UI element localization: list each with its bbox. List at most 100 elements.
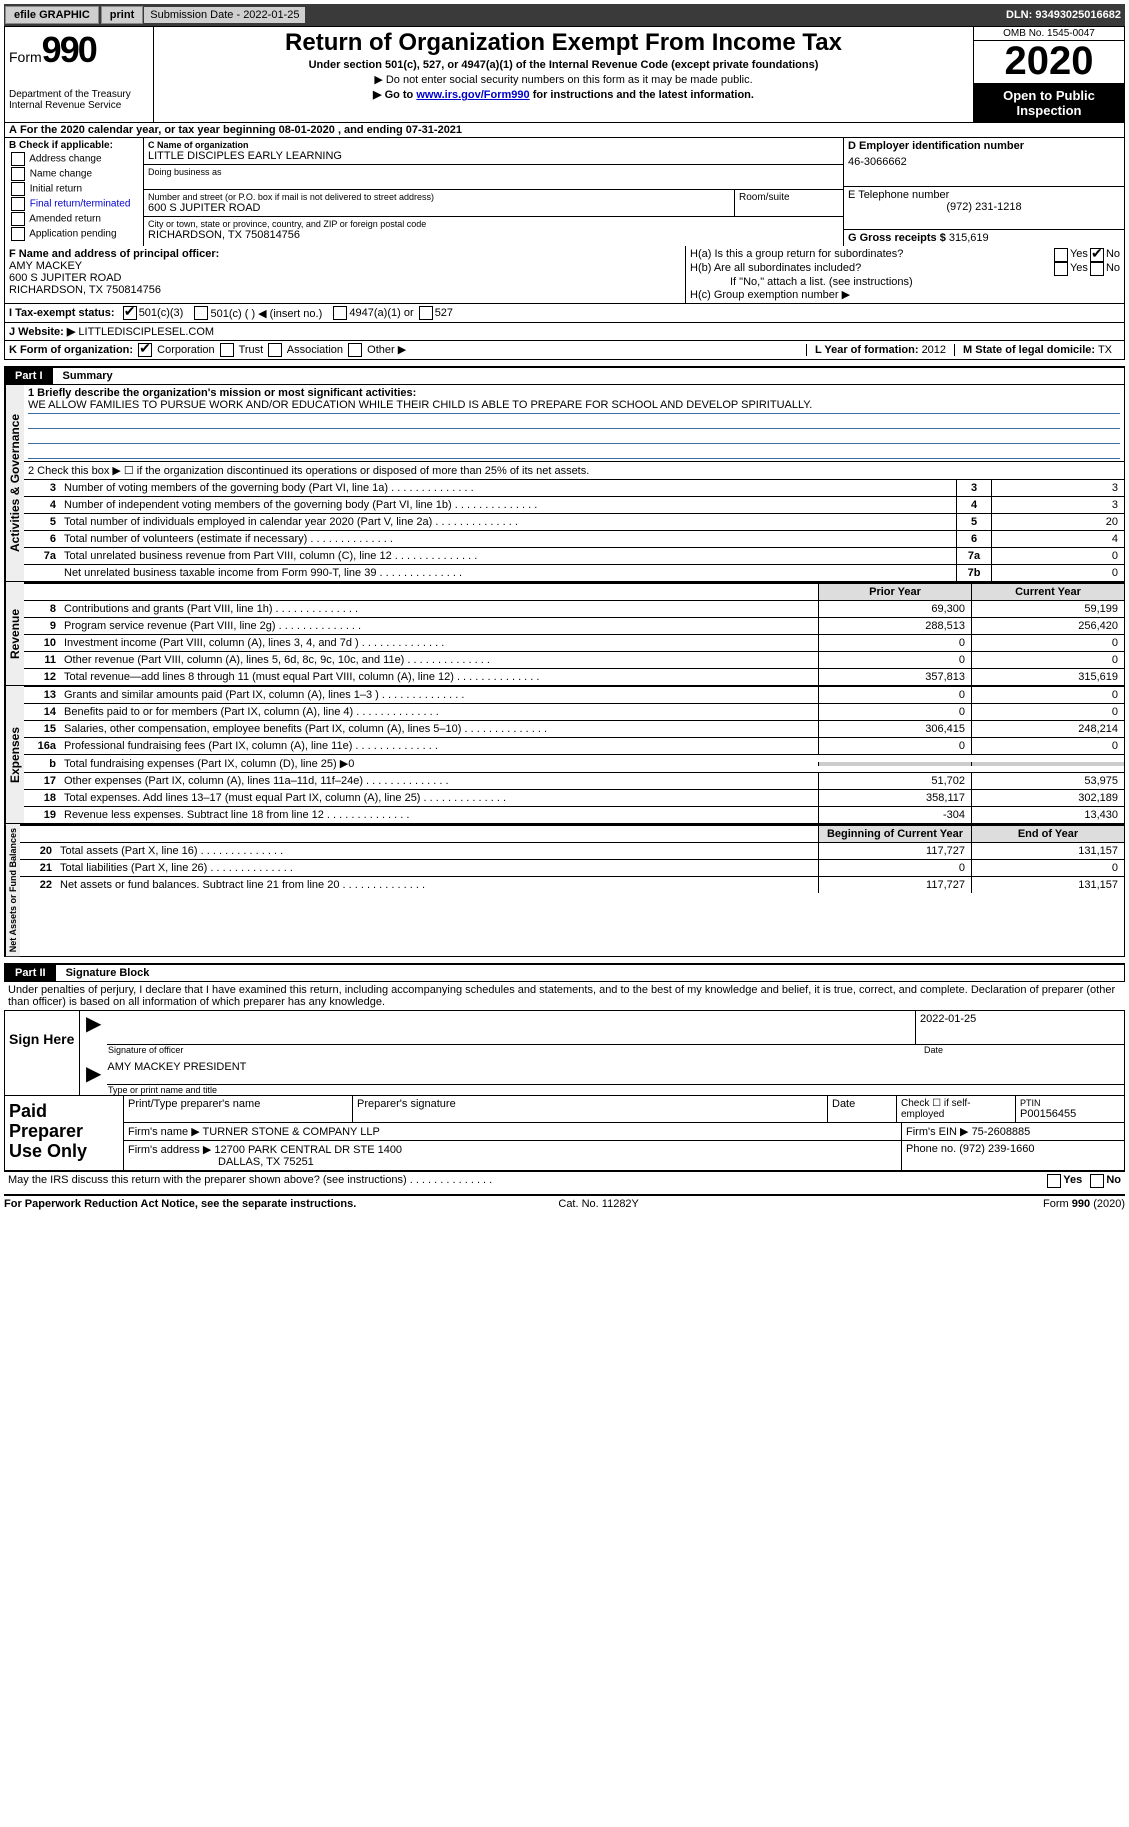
firm-phone-label: Phone no.: [906, 1143, 956, 1155]
dln-label: DLN:: [1006, 9, 1035, 21]
part1-title: Summary: [53, 370, 113, 382]
officer-addr1: 600 S JUPITER ROAD: [9, 272, 681, 284]
street-address: 600 S JUPITER ROAD: [148, 202, 730, 214]
ptin-value: P00156455: [1020, 1108, 1120, 1120]
officer-name: AMY MACKEY: [9, 260, 681, 272]
part1-bar: Part I Summary: [4, 366, 1125, 385]
year-formed-label: L Year of formation:: [815, 344, 919, 356]
efile-button[interactable]: efile GRAPHIC: [5, 6, 99, 24]
revenue-row: 8Contributions and grants (Part VIII, li…: [24, 600, 1124, 617]
tax-year: 2020: [974, 41, 1124, 84]
expense-row: 19Revenue less expenses. Subtract line 1…: [24, 806, 1124, 823]
part2-bar: Part II Signature Block: [4, 963, 1125, 982]
cb-pending[interactable]: Application pending: [9, 227, 139, 241]
ha-no[interactable]: [1090, 248, 1104, 262]
cb-other[interactable]: [348, 343, 362, 357]
cb-501c3[interactable]: [123, 306, 137, 320]
city-label: City or town, state or province, country…: [148, 219, 839, 229]
sign-block: Sign Here ▶ 2022-01-25 Signature of offi…: [4, 1010, 1125, 1096]
col-right: D Employer identification number 46-3066…: [844, 138, 1124, 246]
firm-addr1: 12700 PARK CENTRAL DR STE 1400: [214, 1144, 402, 1156]
paid-preparer-block: Paid Preparer Use Only Print/Type prepar…: [4, 1096, 1125, 1171]
cb-final-return[interactable]: Final return/terminated: [9, 197, 139, 211]
name-title-label: Type or print name and title: [108, 1085, 217, 1095]
form-header: Form990 Department of the TreasuryIntern…: [4, 26, 1125, 123]
expenses-section: Expenses 13Grants and similar amounts pa…: [4, 686, 1125, 824]
sign-here-label: Sign Here: [5, 1011, 79, 1095]
cb-527[interactable]: [419, 306, 433, 320]
expense-row: 17Other expenses (Part IX, column (A), l…: [24, 772, 1124, 789]
form-label: Form: [9, 49, 42, 65]
expense-row: 15Salaries, other compensation, employee…: [24, 720, 1124, 737]
netassets-row: 20Total assets (Part X, line 16)117,7271…: [20, 842, 1124, 859]
firm-addr2: DALLAS, TX 75251: [218, 1156, 314, 1168]
discuss-label: May the IRS discuss this return with the…: [8, 1174, 407, 1186]
cb-amended[interactable]: Amended return: [9, 212, 139, 226]
submission-date: Submission Date - 2022-01-25: [144, 7, 305, 23]
gross-label: G Gross receipts $: [848, 232, 946, 244]
hdr-prior-year: Prior Year: [818, 584, 971, 600]
hb-yes[interactable]: [1054, 262, 1068, 276]
discuss-no[interactable]: [1090, 1174, 1104, 1188]
addr-cell: Number and street (or P.O. box if mail i…: [144, 190, 735, 216]
ha-label: H(a) Is this a group return for subordin…: [690, 248, 1052, 262]
vtab-revenue: Revenue: [5, 582, 24, 685]
part1-hdr: Part I: [5, 368, 53, 384]
cb-501c[interactable]: [194, 306, 208, 320]
expense-row: 16aProfessional fundraising fees (Part I…: [24, 737, 1124, 754]
block-b-to-h: B Check if applicable: Address change Na…: [4, 138, 1125, 246]
sign-date: 2022-01-25: [916, 1011, 1124, 1045]
website-value: LITTLEDISCIPLESEL.COM: [78, 326, 214, 338]
h-note: If "No," attach a list. (see instruction…: [690, 276, 1120, 288]
submission-value: 2022-01-25: [243, 9, 299, 21]
revenue-row: 10Investment income (Part VIII, column (…: [24, 634, 1124, 651]
phone-value: (972) 231-1218: [848, 201, 1120, 213]
row-k: K Form of organization: Corporation Trus…: [4, 341, 1125, 360]
governance-section: Activities & Governance 1 Briefly descri…: [4, 385, 1125, 582]
cb-name-change[interactable]: Name change: [9, 167, 139, 181]
dln-value: 93493025016682: [1035, 9, 1121, 21]
col-b: B Check if applicable: Address change Na…: [5, 138, 144, 246]
hb-no[interactable]: [1090, 262, 1104, 276]
discuss-row: May the IRS discuss this return with the…: [4, 1171, 1125, 1190]
room-label: Room/suite: [735, 190, 843, 216]
cb-corp[interactable]: [138, 343, 152, 357]
cb-trust[interactable]: [220, 343, 234, 357]
cb-assoc[interactable]: [268, 343, 282, 357]
date-label: Date: [924, 1045, 1124, 1055]
expense-row: 13Grants and similar amounts paid (Part …: [24, 686, 1124, 703]
footer-mid: Cat. No. 11282Y: [558, 1198, 639, 1210]
gov-row: 6Total number of volunteers (estimate if…: [24, 530, 1124, 547]
expense-row: bTotal fundraising expenses (Part IX, co…: [24, 754, 1124, 772]
gov-row: 4Number of independent voting members of…: [24, 496, 1124, 513]
officer-label: F Name and address of principal officer:: [9, 248, 681, 260]
vtab-netassets: Net Assets or Fund Balances: [5, 824, 20, 956]
self-employed-label: Check ☐ if self-employed: [897, 1096, 1016, 1122]
cb-address-change[interactable]: Address change: [9, 152, 139, 166]
q2: 2 Check this box ▶ ☐ if the organization…: [24, 461, 1124, 479]
hb-label: H(b) Are all subordinates included?: [690, 262, 1052, 276]
arrow-icon: ▶: [80, 1061, 107, 1085]
irs-link[interactable]: www.irs.gov/Form990: [416, 89, 529, 101]
ha-yes[interactable]: [1054, 248, 1068, 262]
preparer-sig-label: Preparer's signature: [353, 1096, 828, 1122]
cb-4947[interactable]: [333, 306, 347, 320]
header-mid: Return of Organization Exempt From Incom…: [154, 27, 974, 122]
org-name: LITTLE DISCIPLES EARLY LEARNING: [148, 150, 839, 162]
sig-label: Signature of officer: [108, 1045, 924, 1055]
cb-initial-return[interactable]: Initial return: [9, 182, 139, 196]
gov-row: 5Total number of individuals employed in…: [24, 513, 1124, 530]
discuss-yes[interactable]: [1047, 1174, 1061, 1188]
arrow-icon: ▶: [80, 1011, 107, 1045]
row-k-label: K Form of organization:: [9, 344, 133, 356]
print-button[interactable]: print: [101, 6, 143, 24]
header-left: Form990 Department of the TreasuryIntern…: [5, 27, 154, 122]
preparer-date-label: Date: [828, 1096, 897, 1122]
ein-label: D Employer identification number: [848, 140, 1120, 152]
open-to-public: Open to Public Inspection: [974, 84, 1124, 122]
hdr-current-year: Current Year: [971, 584, 1124, 600]
row-a: A For the 2020 calendar year, or tax yea…: [4, 123, 1125, 138]
submission-label: Submission Date -: [150, 9, 243, 21]
topbar: efile GRAPHIC print Submission Date - 20…: [4, 4, 1125, 26]
gross-value: 315,619: [949, 232, 989, 244]
